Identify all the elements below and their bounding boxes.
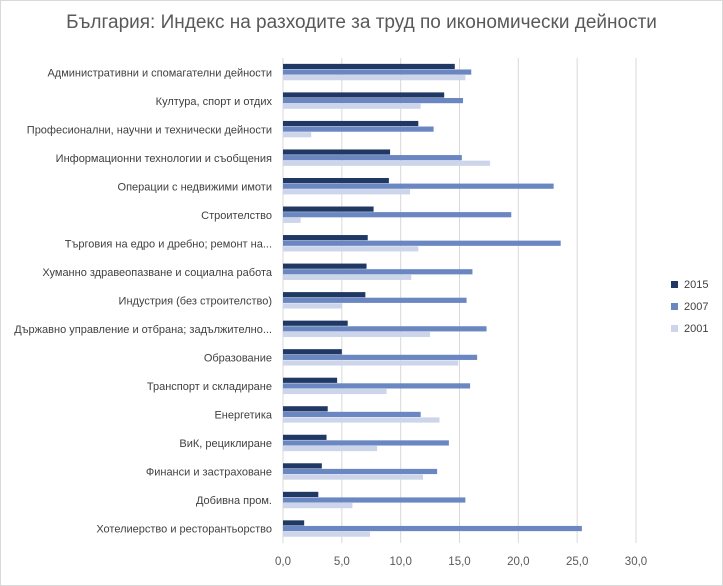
category-labels: Административни и спомагателни дейности К… [14, 67, 273, 535]
bar-2007 [283, 354, 478, 360]
bar-2015 [283, 377, 338, 383]
bar-2001 [283, 445, 378, 452]
category-label: Хуманно здравеопазване и социална работа [42, 267, 272, 279]
bar-2001 [283, 274, 412, 280]
category-label: Операции с недвижими имоти [118, 181, 272, 193]
legend-label: 2007 [684, 301, 708, 313]
category-label: Държавно управление и отбрана; задължите… [14, 324, 272, 336]
bar-2007 [283, 297, 467, 303]
legend-label: 2001 [684, 323, 708, 335]
bar-2015 [283, 235, 368, 241]
legend: 2015 2007 2001 [671, 279, 708, 335]
bar-2015 [283, 406, 328, 412]
bar-2007 [283, 97, 464, 104]
bar-2001 [283, 531, 371, 537]
bar-2001 [283, 189, 411, 195]
category-label: ВиК, рециклиране [179, 438, 272, 450]
bar-2001 [283, 388, 387, 395]
category-label: Добивна пром. [196, 495, 272, 507]
bar-2007 [283, 525, 582, 532]
category-label: Енергетика [214, 410, 272, 422]
x-axis-ticks: 0,0 5,0 10,0 15,0 20,0 25,0 30,0 [275, 556, 647, 568]
bar-2015 [283, 292, 366, 298]
bar-2001 [283, 303, 342, 309]
category-label: Търговия на едро и дребно; ремонт на... [65, 238, 272, 250]
category-label: Транспорт и складиране [147, 381, 272, 393]
bar-2007 [283, 212, 512, 218]
x-tick-label: 10,0 [389, 556, 411, 568]
x-tick-label: 0,0 [275, 556, 291, 568]
bar-2007 [283, 155, 462, 161]
bar-2007 [283, 440, 449, 446]
category-label: Административни и спомагателни дейности [47, 67, 272, 79]
bar-2015 [283, 149, 391, 155]
bar-2007 [283, 497, 466, 503]
bar-2015 [283, 491, 319, 498]
bars [283, 63, 582, 537]
bar-2007 [283, 468, 438, 475]
x-tick-label: 5,0 [334, 556, 350, 568]
bar-2001 [283, 246, 419, 252]
bar-2015 [283, 520, 305, 526]
category-label: Професионални, научни и технически дейно… [27, 124, 272, 136]
bar-2015 [283, 63, 455, 70]
bar-2001 [283, 132, 312, 138]
legend-swatch-2001 [671, 325, 678, 332]
category-label: Хотелиерство и ресторантьорство [96, 524, 272, 536]
bar-2001 [283, 103, 421, 109]
bar-2015 [283, 263, 367, 269]
bar-2015 [283, 177, 389, 184]
bar-2015 [283, 206, 374, 212]
bar-2007 [283, 240, 561, 246]
bar-2007 [283, 183, 554, 189]
category-label: Индустрия (без строителство) [119, 296, 272, 308]
bar-2007 [283, 126, 434, 132]
category-label: Финанси и застраховане [146, 467, 272, 479]
bar-2015 [283, 349, 342, 355]
x-tick-label: 30,0 [625, 556, 647, 568]
bar-2015 [283, 463, 322, 469]
bar-2001 [283, 360, 459, 366]
bar-2007 [283, 383, 471, 389]
bar-2015 [283, 120, 419, 127]
legend-swatch-2007 [671, 303, 678, 310]
bar-2007 [283, 269, 473, 275]
bar-2001 [283, 474, 424, 480]
x-tick-label: 20,0 [507, 556, 529, 568]
bar-2007 [283, 326, 487, 332]
bar-2001 [283, 331, 431, 338]
legend-swatch-2015 [671, 281, 678, 288]
bar-2015 [283, 92, 445, 98]
category-label: Култура, спорт и отдих [156, 96, 273, 108]
category-label: Образование [204, 353, 272, 365]
x-tick-label: 25,0 [566, 556, 588, 568]
bar-2001 [283, 217, 301, 223]
bar-2001 [283, 160, 491, 166]
bar-2001 [283, 503, 353, 509]
bar-2015 [283, 320, 348, 326]
bar-2001 [283, 75, 466, 81]
category-label: Информационни технологии и съобщения [56, 153, 272, 165]
bar-2007 [283, 411, 421, 418]
chart-title: България: Индекс на разходите за труд по… [66, 12, 657, 33]
legend-label: 2015 [684, 279, 708, 291]
bar-2001 [283, 417, 440, 423]
bar-2007 [283, 69, 472, 75]
bar-2015 [283, 434, 327, 440]
category-label: Строителство [201, 210, 272, 222]
x-tick-label: 15,0 [448, 556, 470, 568]
